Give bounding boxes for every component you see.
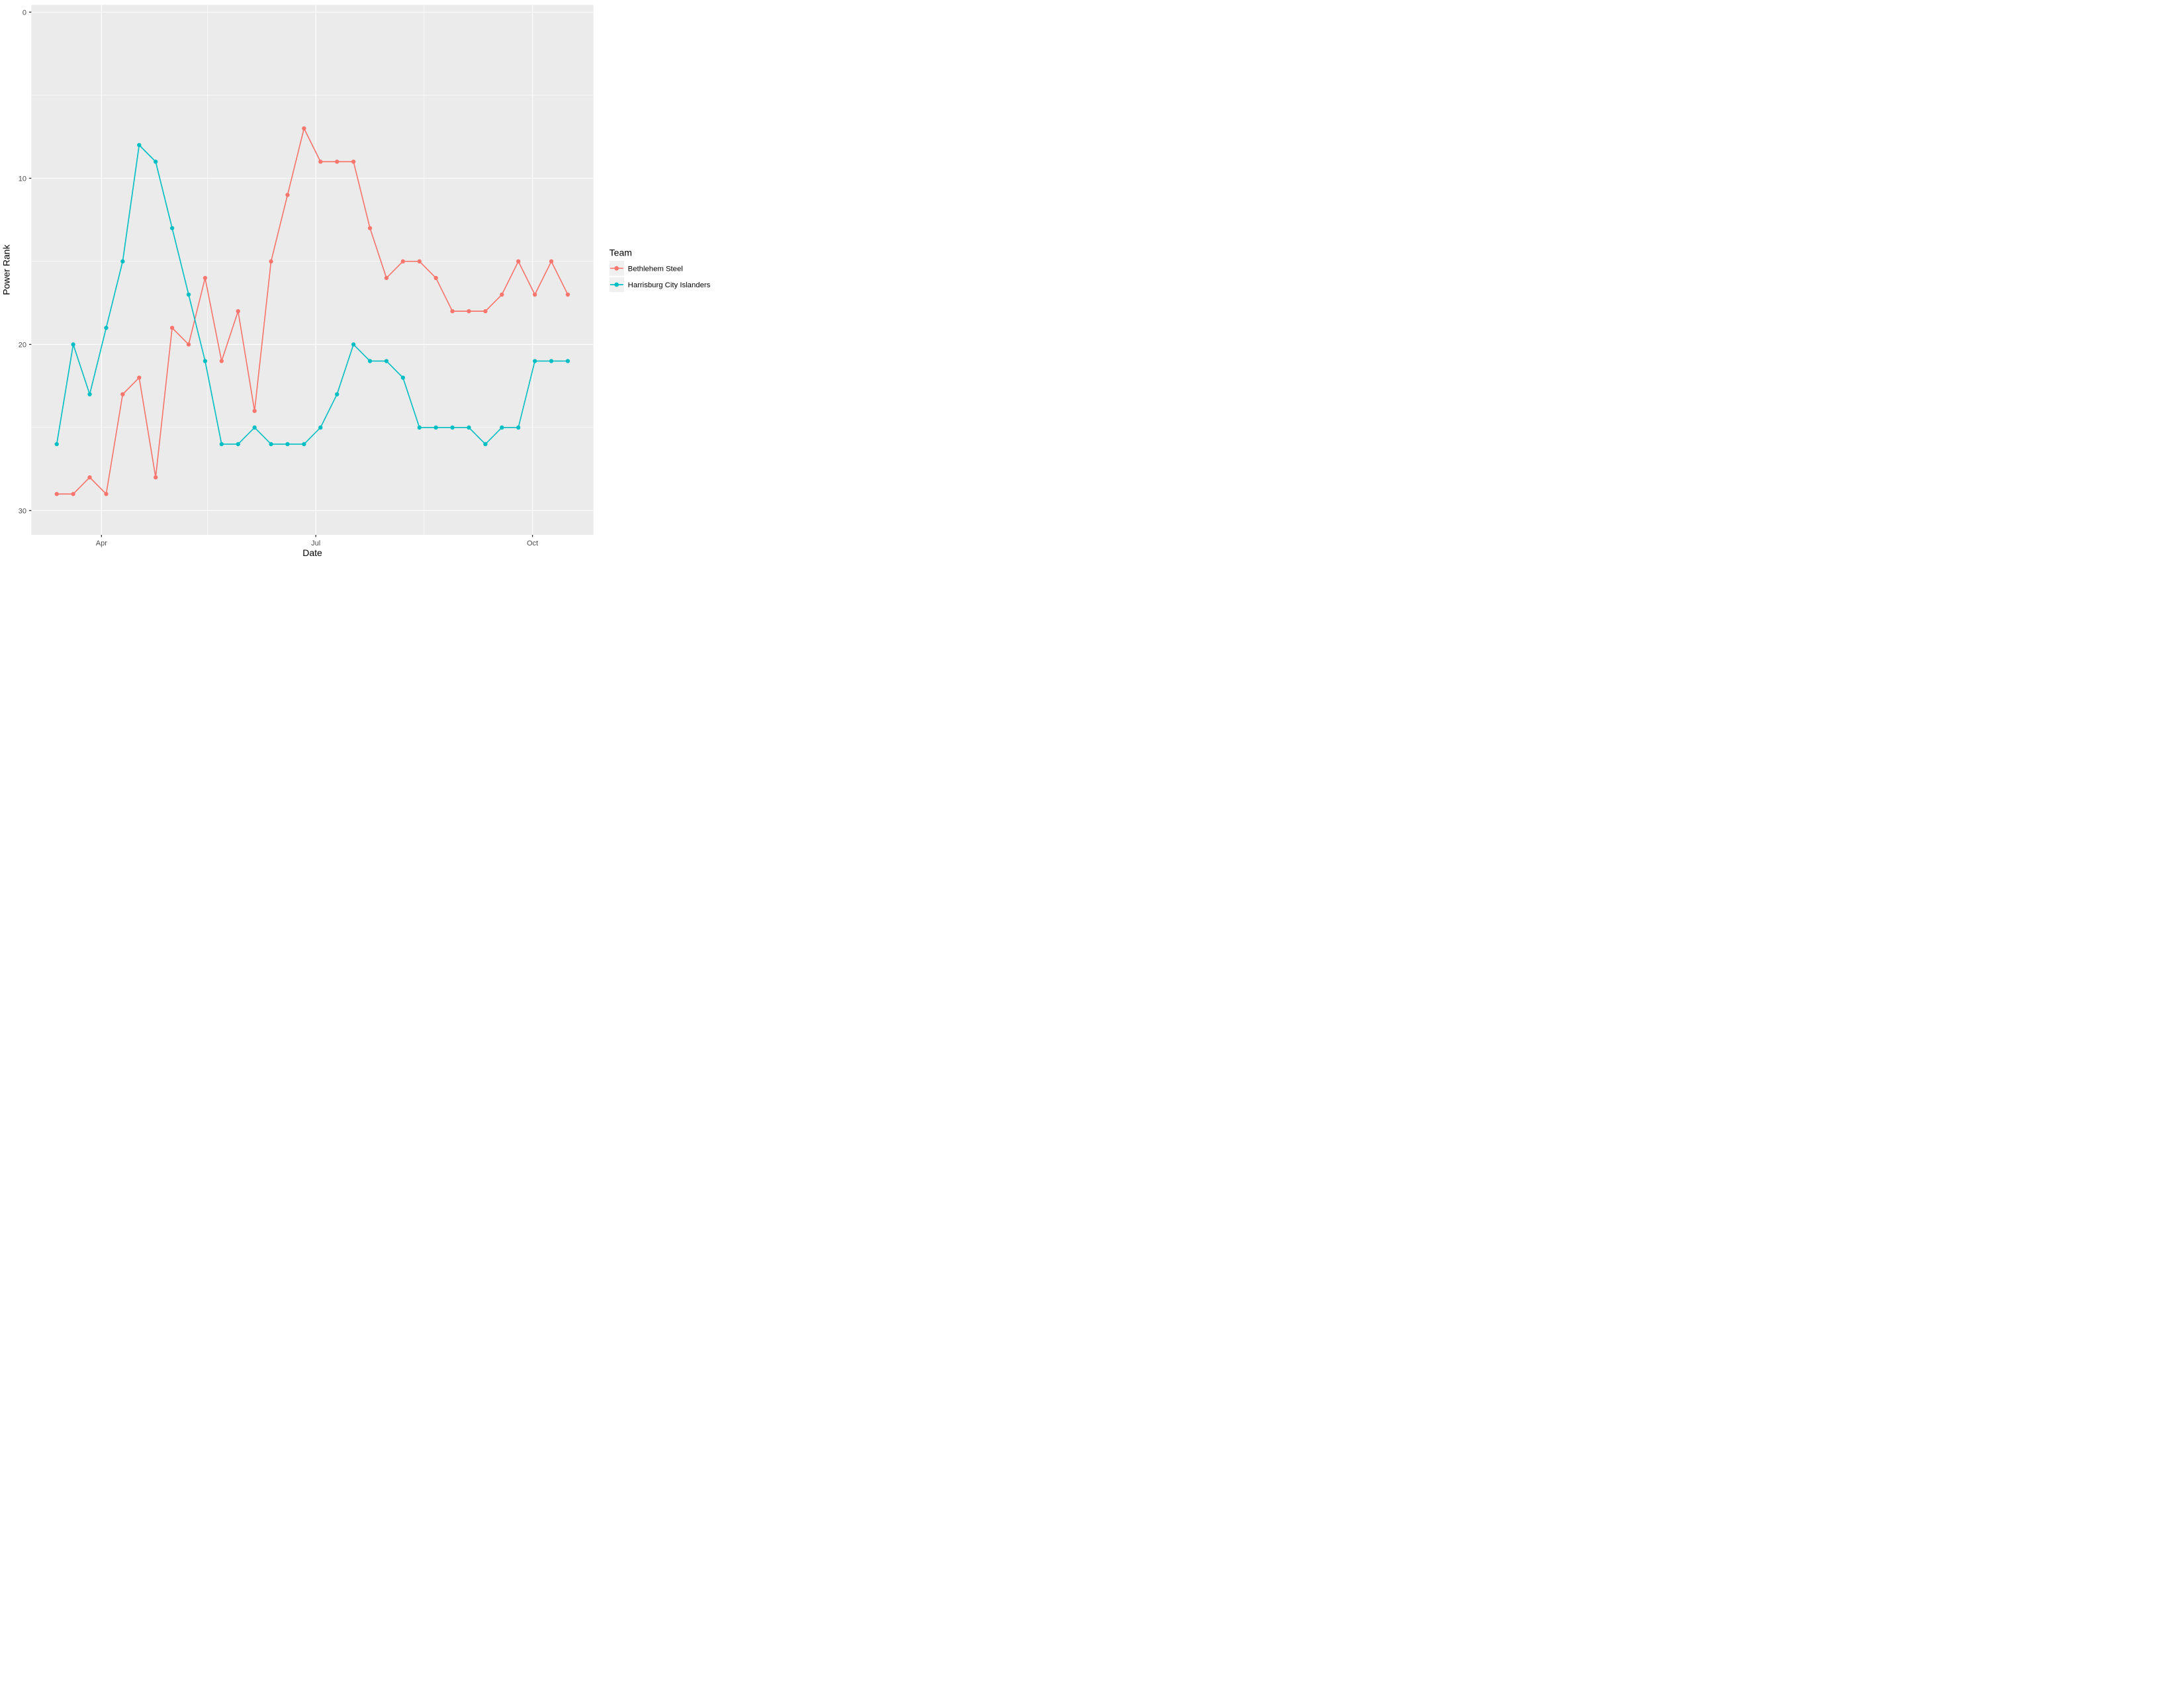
y-axis-tick-label: 10 (19, 175, 26, 183)
data-point-harrisburg-city-islanders (367, 359, 373, 363)
legend-key-point-icon (614, 282, 619, 287)
legend-title: Team (610, 248, 632, 258)
data-point-harrisburg-city-islanders (154, 160, 158, 164)
y-axis-tick-label: 20 (19, 341, 26, 349)
power-rank-chart: 0 10 20 30 Apr Jul Oct Date Power Rank Team Be… (0, 0, 728, 563)
data-point-harrisburg-city-islanders (169, 226, 175, 230)
axis-layer: 0 10 20 30 Apr Jul Oct (19, 9, 538, 547)
data-point-bethlehem-steel (137, 375, 142, 380)
legend-label: Bethlehem Steel (628, 265, 683, 273)
legend-entry-harrisburg-city-islanders: Harrisburg City Islanders (609, 277, 711, 293)
x-axis-title: Date (302, 547, 322, 558)
data-point-harrisburg-city-islanders (104, 326, 109, 330)
line-harrisburg-city-islanders (56, 144, 569, 445)
data-point-bethlehem-steel (269, 259, 273, 263)
data-point-harrisburg-city-islanders (433, 425, 438, 430)
data-point-harrisburg-city-islanders (351, 342, 356, 347)
data-point-bethlehem-steel (384, 275, 389, 281)
data-point-bethlehem-steel (71, 492, 75, 496)
data-point-harrisburg-city-islanders (54, 442, 59, 447)
data-point-bethlehem-steel (186, 342, 191, 347)
data-point-bethlehem-steel (285, 193, 290, 197)
data-point-harrisburg-city-islanders (236, 442, 240, 447)
data-point-bethlehem-steel (302, 126, 306, 131)
legend: Team Bethlehem Steel Harrisburg City Isl… (609, 248, 711, 293)
data-point-harrisburg-city-islanders (532, 359, 537, 363)
data-point-harrisburg-city-islanders (500, 425, 504, 430)
data-point-harrisburg-city-islanders (252, 425, 257, 430)
data-point-bethlehem-steel (417, 259, 422, 263)
data-point-bethlehem-steel (335, 160, 340, 164)
data-point-bethlehem-steel (483, 308, 488, 314)
data-point-bethlehem-steel (351, 160, 356, 164)
data-point-harrisburg-city-islanders (384, 359, 389, 363)
data-point-bethlehem-steel (219, 359, 224, 363)
data-point-harrisburg-city-islanders (203, 359, 208, 363)
data-point-bethlehem-steel (203, 275, 208, 281)
data-series-layer (54, 126, 570, 496)
legend-entry-bethlehem-steel: Bethlehem Steel (609, 261, 683, 276)
data-point-harrisburg-city-islanders (467, 425, 471, 430)
x-axis-tick-label: Oct (527, 539, 538, 547)
data-point-bethlehem-steel (400, 259, 406, 263)
data-point-harrisburg-city-islanders (285, 442, 290, 447)
data-point-bethlehem-steel (565, 292, 570, 297)
gridlines-minor (31, 5, 594, 535)
data-point-harrisburg-city-islanders (269, 442, 273, 447)
data-point-harrisburg-city-islanders (335, 392, 340, 397)
data-point-harrisburg-city-islanders (516, 425, 521, 430)
data-point-bethlehem-steel (87, 475, 92, 480)
y-axis-tick-label: 0 (23, 9, 26, 17)
data-point-harrisburg-city-islanders (565, 359, 570, 363)
data-point-bethlehem-steel (252, 408, 257, 413)
data-point-bethlehem-steel (367, 226, 373, 230)
data-point-harrisburg-city-islanders (417, 425, 422, 430)
data-point-bethlehem-steel (467, 308, 471, 314)
data-point-harrisburg-city-islanders (549, 359, 554, 363)
data-point-bethlehem-steel (54, 492, 59, 496)
y-axis-tick-label: 30 (19, 507, 26, 515)
data-point-harrisburg-city-islanders (219, 442, 224, 447)
data-point-harrisburg-city-islanders (400, 375, 406, 380)
panel-background (31, 5, 594, 536)
data-point-bethlehem-steel (120, 392, 125, 397)
data-point-harrisburg-city-islanders (71, 342, 75, 347)
data-point-bethlehem-steel (154, 475, 158, 480)
gridlines-major (31, 5, 594, 535)
data-point-bethlehem-steel (549, 259, 554, 263)
data-point-bethlehem-steel (236, 308, 240, 314)
legend-label: Harrisburg City Islanders (628, 281, 711, 289)
data-point-harrisburg-city-islanders (450, 425, 455, 430)
line-bethlehem-steel (56, 128, 569, 495)
data-point-bethlehem-steel (433, 275, 438, 281)
data-point-harrisburg-city-islanders (302, 442, 306, 447)
data-point-bethlehem-steel (532, 292, 537, 297)
data-point-harrisburg-city-islanders (318, 425, 323, 430)
data-point-harrisburg-city-islanders (137, 142, 142, 148)
y-axis-title: Power Rank (1, 244, 12, 295)
data-point-harrisburg-city-islanders (483, 442, 488, 447)
data-point-harrisburg-city-islanders (87, 392, 92, 397)
data-point-bethlehem-steel (169, 326, 175, 330)
data-point-bethlehem-steel (318, 160, 323, 164)
legend-key-point-icon (614, 266, 619, 271)
data-point-harrisburg-city-islanders (120, 259, 125, 263)
data-point-bethlehem-steel (516, 259, 521, 263)
plot-svg: 0 10 20 30 Apr Jul Oct Date Power Rank Team Be… (1, 5, 711, 558)
x-axis-tick-label: Apr (96, 539, 107, 547)
data-point-bethlehem-steel (104, 492, 109, 496)
x-axis-tick-label: Jul (311, 539, 320, 547)
data-point-harrisburg-city-islanders (186, 292, 191, 297)
data-point-bethlehem-steel (450, 308, 455, 314)
data-point-bethlehem-steel (500, 292, 504, 297)
